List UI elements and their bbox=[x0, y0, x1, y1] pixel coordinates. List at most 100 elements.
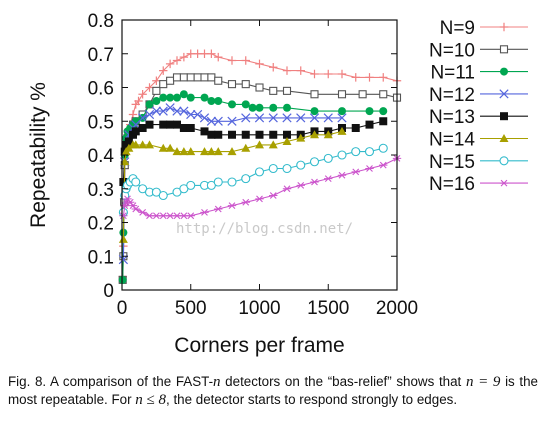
data-point bbox=[337, 113, 347, 123]
data-point bbox=[227, 116, 237, 126]
data-point bbox=[268, 140, 278, 149]
data-point bbox=[179, 73, 188, 82]
data-point bbox=[227, 147, 237, 156]
legend-entry: N=10 bbox=[429, 40, 528, 61]
data-point bbox=[227, 56, 237, 65]
data-point bbox=[241, 130, 250, 139]
caption-math: n ≤ 8 bbox=[135, 392, 167, 408]
data-point bbox=[337, 150, 347, 160]
data-point bbox=[159, 80, 168, 89]
data-point bbox=[200, 208, 209, 216]
series-n16 bbox=[119, 154, 402, 220]
data-point bbox=[131, 127, 140, 136]
data-point bbox=[200, 147, 209, 156]
data-point bbox=[200, 127, 209, 136]
data-point bbox=[172, 106, 182, 116]
data-point bbox=[241, 100, 250, 109]
legend-label: N=13 bbox=[429, 107, 475, 128]
data-point bbox=[193, 109, 203, 120]
data-point bbox=[365, 120, 374, 129]
legend-marker bbox=[499, 22, 509, 32]
data-point bbox=[241, 143, 251, 152]
data-point bbox=[152, 76, 161, 85]
data-point bbox=[283, 130, 291, 139]
data-point bbox=[241, 56, 250, 65]
data-point bbox=[241, 174, 251, 184]
data-point bbox=[179, 90, 188, 99]
data-point bbox=[165, 59, 175, 69]
legend-label: N=16 bbox=[429, 174, 475, 195]
data-point bbox=[282, 163, 292, 174]
legend-entry: N=11 bbox=[430, 63, 528, 84]
plot-area bbox=[118, 49, 402, 284]
legend-label: N=14 bbox=[429, 130, 475, 151]
legend-marker bbox=[499, 134, 509, 142]
data-point bbox=[378, 143, 388, 153]
data-point bbox=[207, 73, 216, 82]
data-point bbox=[296, 113, 306, 123]
legend-entry: N=14 bbox=[429, 130, 528, 151]
data-point bbox=[214, 130, 223, 139]
y-tick-label: 0.8 bbox=[88, 11, 114, 32]
data-point bbox=[241, 198, 250, 206]
data-point bbox=[166, 93, 175, 102]
legend-label: N=10 bbox=[429, 40, 475, 61]
y-tick-label: 0.7 bbox=[88, 45, 114, 66]
x-tick-label: 1000 bbox=[238, 298, 280, 319]
data-point bbox=[379, 90, 388, 99]
data-point bbox=[152, 86, 161, 95]
axes: 0 0.1 0.2 0.3 0.4 0.5 0.6 0.7 0.8 0 500 1000 1500 200… bbox=[88, 11, 419, 319]
data-point bbox=[269, 130, 278, 139]
data-point bbox=[119, 178, 128, 186]
data-point bbox=[207, 97, 216, 105]
data-point bbox=[186, 180, 196, 190]
legend-entry: N=16 bbox=[429, 174, 528, 195]
y-tick-label: 0 bbox=[103, 281, 114, 302]
data-point bbox=[144, 109, 155, 120]
data-point bbox=[173, 93, 181, 102]
data-point bbox=[128, 202, 138, 210]
data-point bbox=[309, 113, 320, 123]
data-point bbox=[213, 147, 223, 156]
data-point bbox=[207, 130, 216, 139]
data-point bbox=[337, 90, 347, 99]
data-point bbox=[379, 117, 388, 126]
x-tick-label: 0 bbox=[117, 298, 128, 319]
data-point bbox=[158, 143, 168, 152]
data-point bbox=[138, 140, 148, 149]
y-axis-label: Repeatability % bbox=[27, 82, 50, 228]
caption-part: Fig. 8. A comparison of the FAST- bbox=[8, 374, 214, 389]
data-point bbox=[323, 153, 333, 163]
data-point bbox=[337, 126, 347, 135]
data-point bbox=[365, 165, 374, 172]
data-point bbox=[283, 103, 291, 112]
data-point bbox=[186, 212, 195, 220]
data-point bbox=[151, 106, 161, 116]
data-point bbox=[118, 255, 128, 265]
legend-marker bbox=[499, 179, 509, 187]
data-point bbox=[186, 93, 195, 102]
data-point bbox=[296, 133, 306, 142]
data-point bbox=[145, 140, 154, 149]
data-point bbox=[207, 49, 216, 58]
data-point bbox=[186, 147, 196, 156]
data-point bbox=[351, 124, 360, 132]
data-point bbox=[227, 202, 237, 210]
data-point bbox=[324, 69, 333, 79]
legend-label: N=12 bbox=[429, 85, 475, 106]
data-point bbox=[365, 107, 374, 116]
y-tick-label: 0.4 bbox=[88, 146, 115, 167]
data-point bbox=[199, 113, 210, 123]
data-point bbox=[214, 52, 223, 62]
data-point bbox=[145, 120, 154, 129]
x-tick-label: 2000 bbox=[376, 298, 418, 319]
x-axis-label: Corners per frame bbox=[174, 334, 344, 357]
series-n13 bbox=[119, 117, 388, 186]
legend-label: N=11 bbox=[430, 63, 475, 84]
legend-entry: N=13 bbox=[429, 107, 528, 128]
data-point bbox=[138, 124, 147, 132]
data-point bbox=[268, 113, 278, 123]
data-point bbox=[282, 86, 292, 95]
data-point bbox=[214, 76, 223, 85]
data-point bbox=[124, 137, 133, 146]
